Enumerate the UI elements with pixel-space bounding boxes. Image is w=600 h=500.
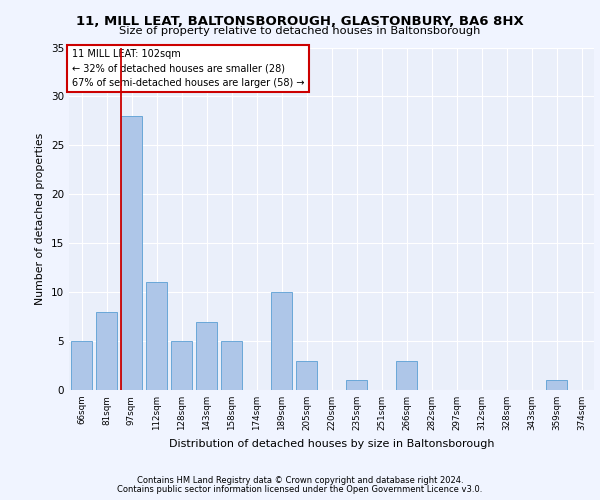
Text: Contains HM Land Registry data © Crown copyright and database right 2024.: Contains HM Land Registry data © Crown c… bbox=[137, 476, 463, 485]
Bar bbox=[296, 360, 317, 390]
Bar bbox=[146, 282, 167, 390]
Text: 11, MILL LEAT, BALTONSBOROUGH, GLASTONBURY, BA6 8HX: 11, MILL LEAT, BALTONSBOROUGH, GLASTONBU… bbox=[76, 15, 524, 28]
Text: 11 MILL LEAT: 102sqm
← 32% of detached houses are smaller (28)
67% of semi-detac: 11 MILL LEAT: 102sqm ← 32% of detached h… bbox=[71, 49, 304, 88]
Bar bbox=[346, 380, 367, 390]
Bar bbox=[171, 341, 192, 390]
X-axis label: Distribution of detached houses by size in Baltonsborough: Distribution of detached houses by size … bbox=[169, 438, 494, 448]
Bar bbox=[546, 380, 567, 390]
Bar bbox=[71, 341, 92, 390]
Text: Contains public sector information licensed under the Open Government Licence v3: Contains public sector information licen… bbox=[118, 484, 482, 494]
Bar bbox=[396, 360, 417, 390]
Bar bbox=[121, 116, 142, 390]
Bar bbox=[196, 322, 217, 390]
Bar bbox=[96, 312, 117, 390]
Bar bbox=[271, 292, 292, 390]
Y-axis label: Number of detached properties: Number of detached properties bbox=[35, 132, 46, 305]
Text: Size of property relative to detached houses in Baltonsborough: Size of property relative to detached ho… bbox=[119, 26, 481, 36]
Bar bbox=[221, 341, 242, 390]
